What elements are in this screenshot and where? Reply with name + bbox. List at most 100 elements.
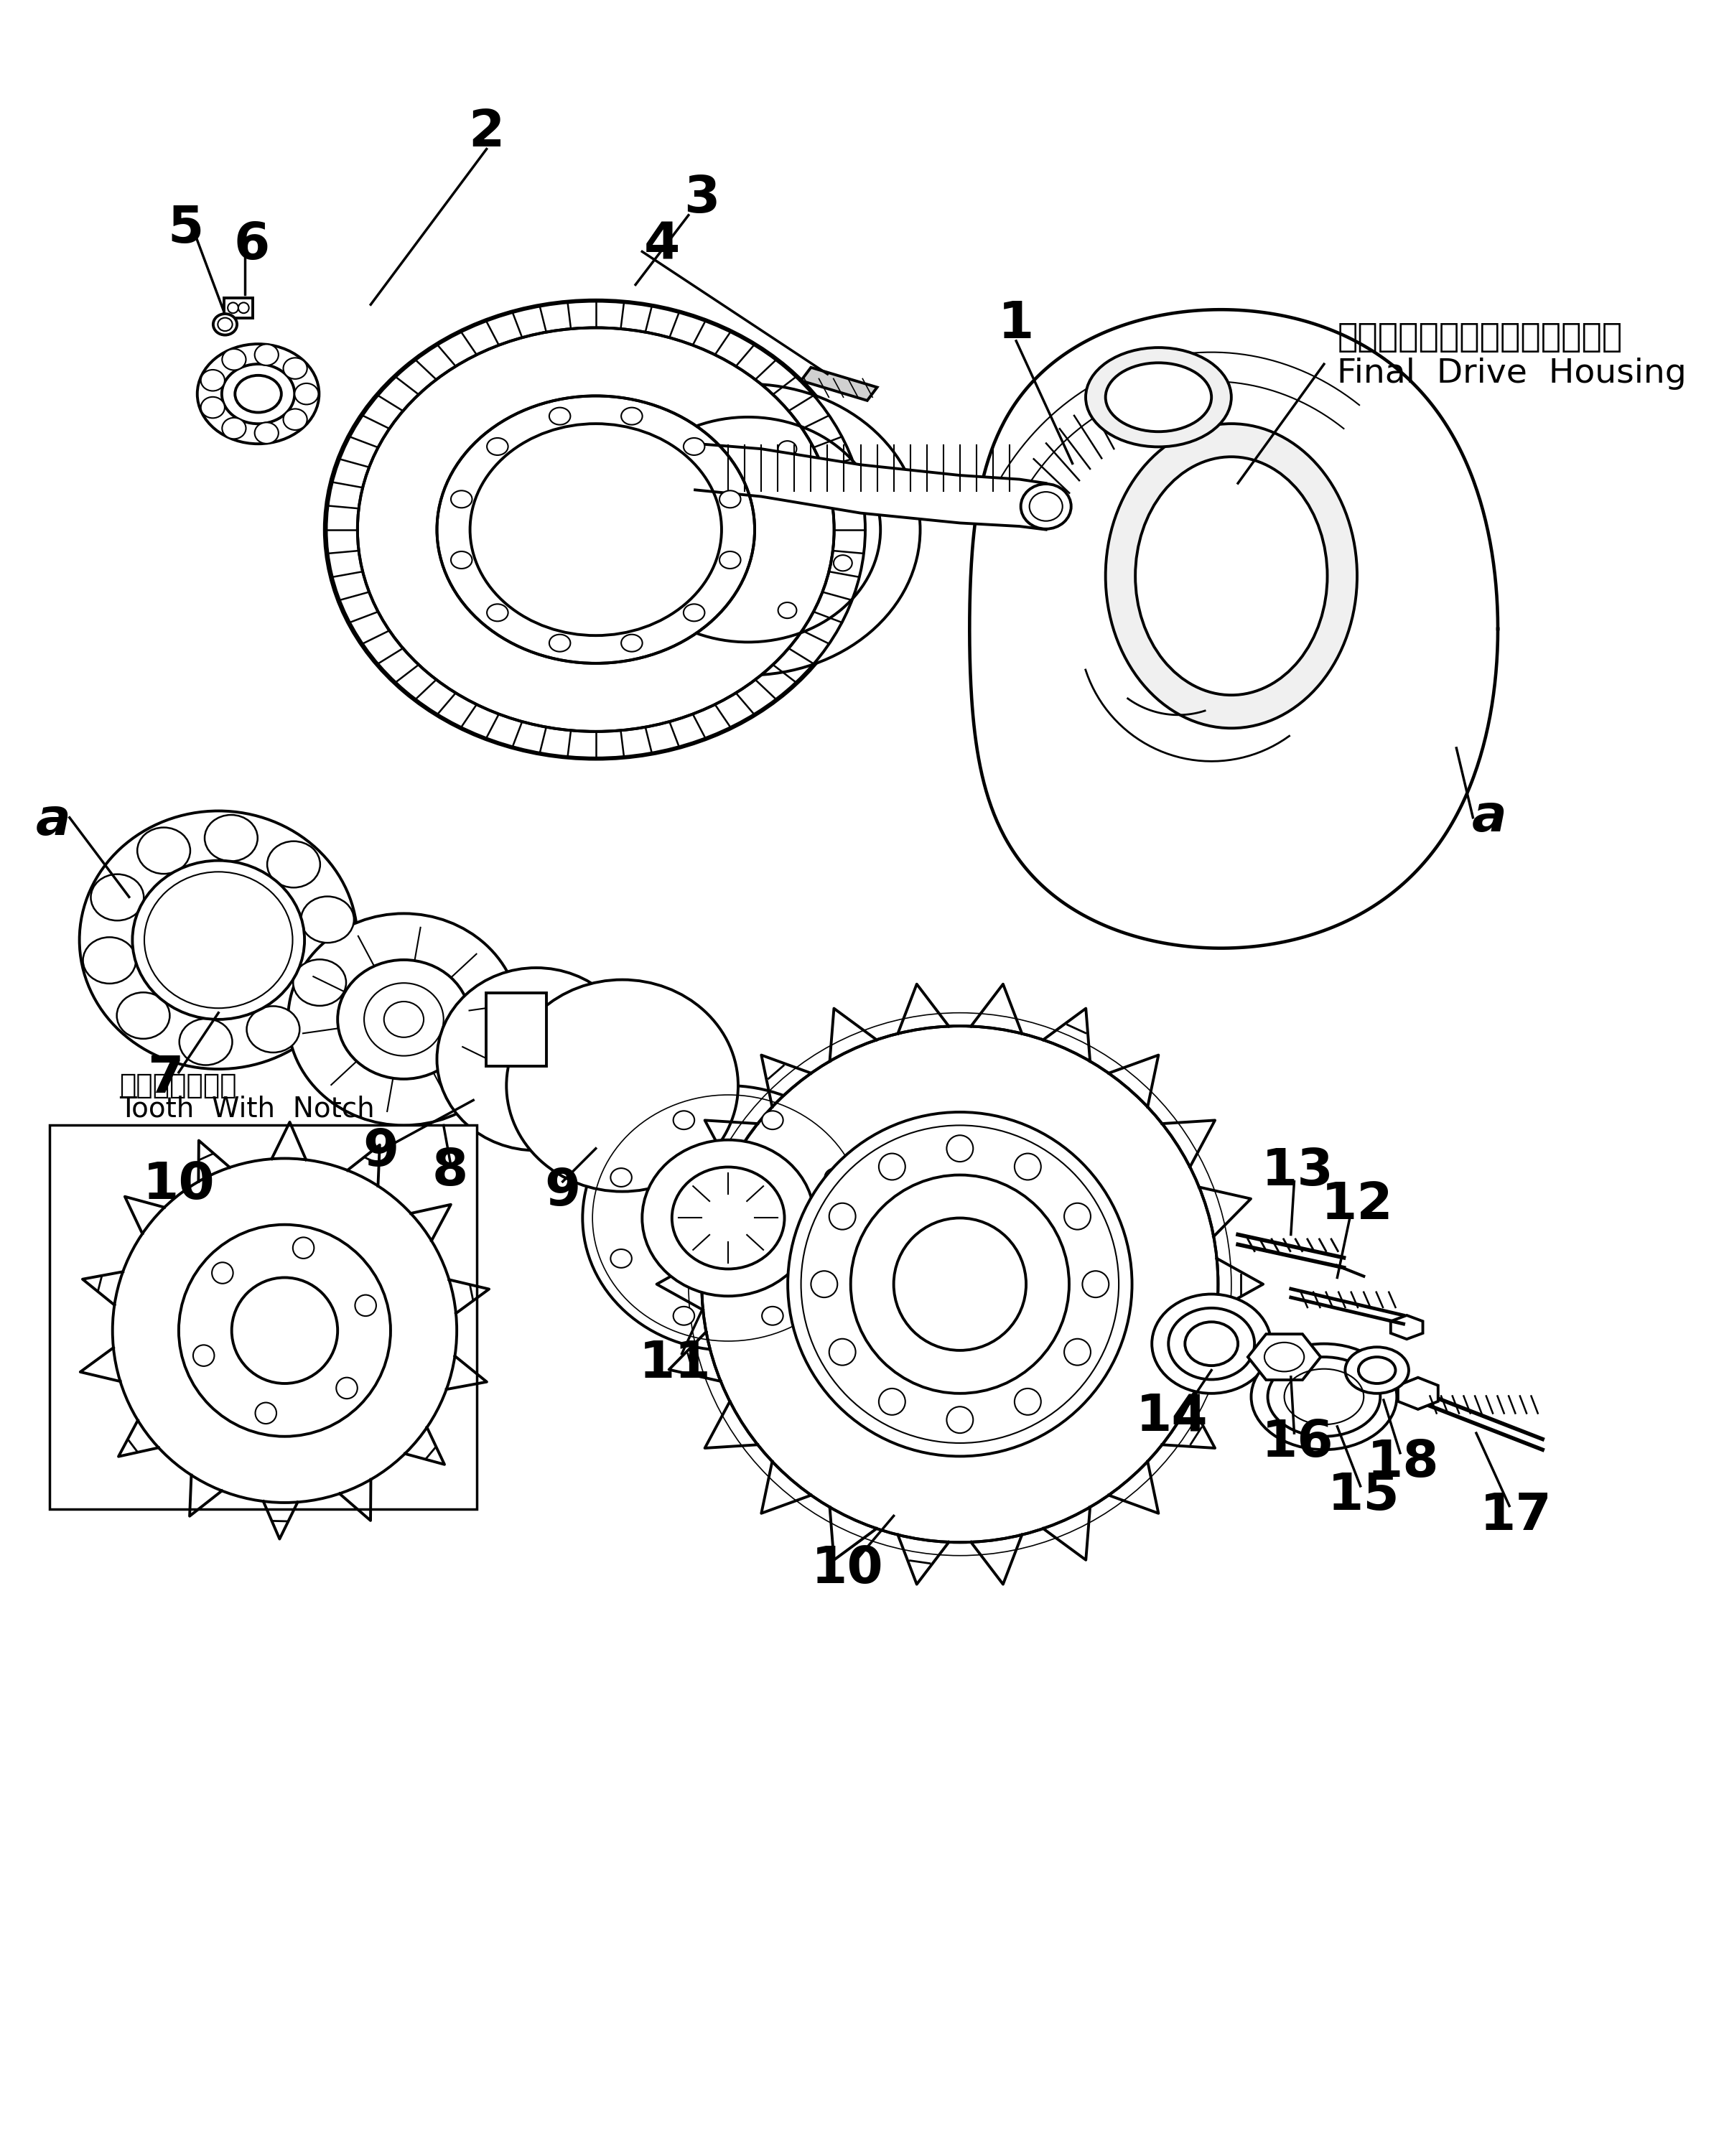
Ellipse shape bbox=[202, 369, 224, 390]
Ellipse shape bbox=[550, 407, 571, 425]
Ellipse shape bbox=[1021, 483, 1071, 528]
Ellipse shape bbox=[824, 1248, 846, 1268]
Ellipse shape bbox=[1105, 425, 1357, 729]
Ellipse shape bbox=[1136, 457, 1327, 694]
Ellipse shape bbox=[788, 1112, 1133, 1455]
Ellipse shape bbox=[1169, 1309, 1255, 1380]
Ellipse shape bbox=[778, 602, 796, 619]
Ellipse shape bbox=[231, 1279, 338, 1384]
Ellipse shape bbox=[674, 1110, 695, 1130]
Ellipse shape bbox=[610, 1248, 631, 1268]
Text: 3: 3 bbox=[684, 175, 721, 224]
Ellipse shape bbox=[700, 442, 719, 457]
Ellipse shape bbox=[222, 418, 247, 440]
Ellipse shape bbox=[486, 604, 509, 621]
Ellipse shape bbox=[641, 1141, 814, 1296]
Ellipse shape bbox=[1086, 347, 1231, 446]
Ellipse shape bbox=[683, 604, 705, 621]
Ellipse shape bbox=[338, 959, 471, 1078]
Ellipse shape bbox=[193, 1345, 214, 1367]
Text: 13: 13 bbox=[1262, 1147, 1334, 1197]
Ellipse shape bbox=[683, 438, 705, 455]
Text: 15: 15 bbox=[1327, 1470, 1400, 1520]
Ellipse shape bbox=[486, 438, 509, 455]
Ellipse shape bbox=[879, 1153, 905, 1179]
Text: 18: 18 bbox=[1367, 1438, 1440, 1488]
Ellipse shape bbox=[762, 1307, 783, 1326]
Ellipse shape bbox=[674, 1307, 695, 1326]
Ellipse shape bbox=[719, 492, 741, 509]
Polygon shape bbox=[695, 444, 1046, 530]
Ellipse shape bbox=[288, 914, 519, 1125]
Text: Final  Drive  Housing: Final Drive Housing bbox=[1338, 358, 1686, 390]
Ellipse shape bbox=[1064, 1339, 1091, 1365]
Ellipse shape bbox=[834, 554, 852, 571]
Ellipse shape bbox=[133, 860, 305, 1020]
Ellipse shape bbox=[452, 492, 472, 509]
Ellipse shape bbox=[893, 1218, 1026, 1350]
Ellipse shape bbox=[645, 487, 662, 505]
Ellipse shape bbox=[576, 384, 921, 675]
Ellipse shape bbox=[850, 1175, 1069, 1393]
Text: 1: 1 bbox=[998, 300, 1034, 349]
Ellipse shape bbox=[1014, 1153, 1041, 1179]
Ellipse shape bbox=[1152, 1294, 1271, 1393]
Ellipse shape bbox=[324, 300, 867, 759]
Text: 9: 9 bbox=[362, 1128, 398, 1177]
Ellipse shape bbox=[507, 979, 738, 1192]
Text: 6: 6 bbox=[233, 220, 269, 270]
Text: 2: 2 bbox=[469, 108, 505, 157]
Ellipse shape bbox=[212, 1263, 233, 1283]
Polygon shape bbox=[969, 310, 1498, 949]
Ellipse shape bbox=[719, 552, 741, 569]
Text: 12: 12 bbox=[1321, 1179, 1393, 1229]
Ellipse shape bbox=[255, 1404, 276, 1423]
Text: Tooth  With  Notch: Tooth With Notch bbox=[119, 1095, 374, 1123]
Ellipse shape bbox=[205, 815, 257, 860]
Ellipse shape bbox=[247, 1007, 300, 1052]
Text: 16: 16 bbox=[1262, 1419, 1334, 1468]
Ellipse shape bbox=[452, 552, 472, 569]
Polygon shape bbox=[1248, 1335, 1321, 1380]
Ellipse shape bbox=[336, 1378, 357, 1399]
Ellipse shape bbox=[1184, 1322, 1238, 1365]
Ellipse shape bbox=[879, 1388, 905, 1414]
Text: 17: 17 bbox=[1479, 1492, 1552, 1542]
Ellipse shape bbox=[255, 423, 279, 444]
Ellipse shape bbox=[228, 302, 238, 313]
Ellipse shape bbox=[455, 985, 617, 1134]
Text: 11: 11 bbox=[640, 1339, 712, 1388]
Ellipse shape bbox=[283, 410, 307, 429]
Ellipse shape bbox=[1014, 1388, 1041, 1414]
Ellipse shape bbox=[117, 992, 169, 1039]
Polygon shape bbox=[1391, 1315, 1422, 1339]
Text: 14: 14 bbox=[1136, 1393, 1209, 1442]
Ellipse shape bbox=[293, 1238, 314, 1259]
Ellipse shape bbox=[1267, 1356, 1381, 1436]
Ellipse shape bbox=[436, 397, 755, 664]
Ellipse shape bbox=[238, 302, 248, 313]
Ellipse shape bbox=[355, 1296, 376, 1315]
Text: 7: 7 bbox=[148, 1054, 183, 1104]
Ellipse shape bbox=[621, 407, 643, 425]
Ellipse shape bbox=[91, 873, 143, 921]
Text: 10: 10 bbox=[143, 1160, 216, 1210]
Ellipse shape bbox=[179, 1225, 391, 1436]
Ellipse shape bbox=[293, 959, 347, 1005]
Ellipse shape bbox=[138, 828, 190, 873]
Text: a: a bbox=[36, 796, 71, 845]
Text: 4: 4 bbox=[643, 220, 679, 270]
Text: 5: 5 bbox=[167, 203, 203, 252]
Ellipse shape bbox=[583, 1087, 874, 1350]
Ellipse shape bbox=[829, 1203, 855, 1229]
Ellipse shape bbox=[436, 968, 636, 1151]
FancyBboxPatch shape bbox=[486, 992, 547, 1065]
Ellipse shape bbox=[829, 1339, 855, 1365]
Ellipse shape bbox=[283, 358, 307, 379]
Text: 9: 9 bbox=[545, 1166, 581, 1216]
Ellipse shape bbox=[1083, 1270, 1109, 1298]
Ellipse shape bbox=[550, 634, 571, 651]
Bar bbox=[50, 1125, 476, 1509]
Ellipse shape bbox=[214, 315, 236, 334]
Ellipse shape bbox=[222, 349, 247, 371]
